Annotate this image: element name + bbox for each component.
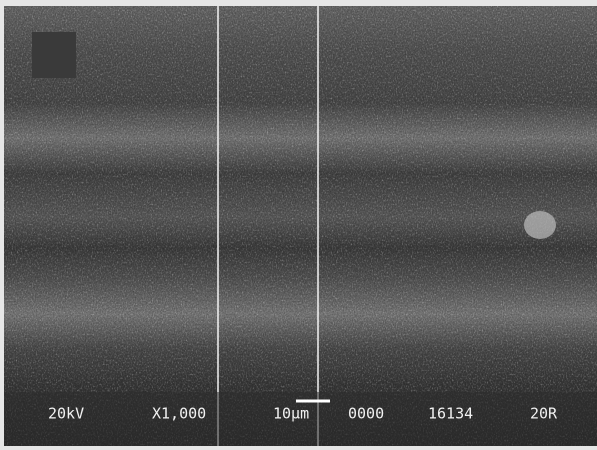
voltage: 20kV	[48, 405, 84, 423]
dark-patch	[32, 32, 76, 78]
surface-noise	[4, 6, 597, 446]
micrograph: 20kV X1,000 10µm 0000 16134 20R	[0, 0, 597, 450]
particle	[524, 211, 556, 239]
magnification: X1,000	[152, 405, 206, 423]
scale-label: 10µm	[273, 405, 309, 423]
field-number: 0000	[348, 405, 384, 423]
image-id: 16134	[428, 405, 473, 423]
detector: 20R	[530, 405, 558, 423]
